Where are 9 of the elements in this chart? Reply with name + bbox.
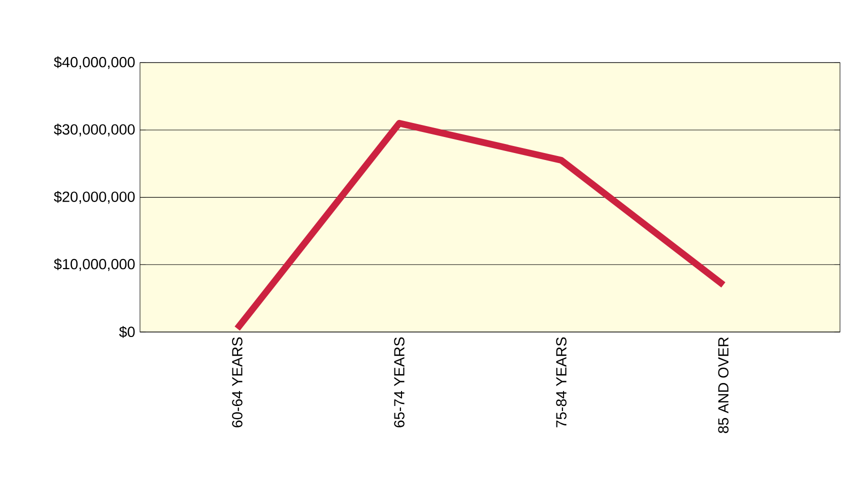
y-tick-label: $40,000,000 [54,56,135,70]
y-tick-label: $10,000,000 [54,258,135,272]
x-tick-label: 60-64 YEARS [232,337,242,428]
x-tick-label: 75-84 YEARS [556,337,566,428]
y-tick-label: $30,000,000 [54,124,135,136]
x-tick-label: 65-74 YEARS [394,337,404,428]
x-tick-label: 85 AND OVER [718,337,729,434]
y-tick-label: $0 [119,326,135,338]
y-tick-label: $20,000,000 [54,190,135,204]
